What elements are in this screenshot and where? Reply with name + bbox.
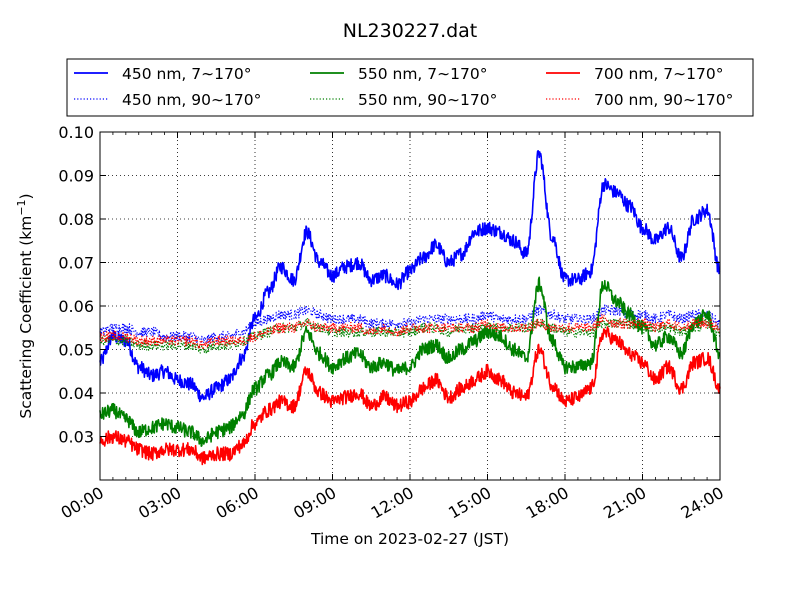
series-group xyxy=(99,150,721,466)
y-tick-label: 0.10 xyxy=(58,123,94,142)
legend-label: 450 nm, 90∼170° xyxy=(122,91,261,109)
legend: 450 nm, 7∼170° 550 nm, 7∼170° 700 nm, 7∼17… xyxy=(66,58,754,117)
y-tick-label: 0.03 xyxy=(58,428,94,447)
legend-frame xyxy=(66,58,754,117)
y-tick-label: 0.06 xyxy=(58,297,94,316)
axis-ticks xyxy=(99,131,721,480)
y-tick-label: 0.04 xyxy=(58,384,94,403)
series-line-4 xyxy=(99,326,721,466)
y-axis-label-main: Scattering Coefficient (km xyxy=(17,216,35,419)
legend-label: 700 nm, 7∼170° xyxy=(594,65,723,83)
legend-label: 450 nm, 7∼170° xyxy=(122,65,251,83)
x-axis-label: Time on 2023-02-27 (JST) xyxy=(310,530,509,548)
legend-label: 550 nm, 7∼170° xyxy=(358,65,487,83)
y-axis-label-exponent: −1 xyxy=(15,199,28,215)
y-tick-label: 0.05 xyxy=(58,341,94,360)
y-axis-label-close: ) xyxy=(17,193,35,199)
series-line-0 xyxy=(99,150,721,403)
series-line-2 xyxy=(99,276,721,447)
legend-label: 700 nm, 90∼170° xyxy=(594,91,733,109)
y-tick-label: 0.09 xyxy=(58,167,94,186)
y-tick-label: 0.08 xyxy=(58,210,94,229)
y-axis-label: Scattering Coefficient (km−1) xyxy=(15,193,35,418)
y-tick-labels: 0.03 0.04 0.05 0.06 0.07 0.08 0.09 0.10 xyxy=(58,123,94,447)
legend-label: 550 nm, 90∼170° xyxy=(358,91,497,109)
y-tick-label: 0.07 xyxy=(58,254,94,273)
legend-entries: 450 nm, 7∼170° 550 nm, 7∼170° 700 nm, 7∼17… xyxy=(74,65,733,109)
chart-title: NL230227.dat xyxy=(343,20,478,42)
series-line-3 xyxy=(99,317,721,355)
